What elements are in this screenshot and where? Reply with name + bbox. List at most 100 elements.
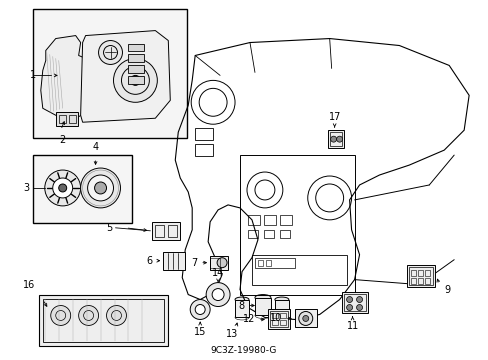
Text: 9C3Z-19980-G: 9C3Z-19980-G — [210, 346, 277, 355]
Bar — [128, 44, 144, 51]
Bar — [294, 310, 316, 328]
Text: 6: 6 — [146, 256, 152, 266]
Ellipse shape — [254, 294, 270, 301]
Text: 4: 4 — [92, 142, 99, 152]
Bar — [267, 310, 289, 329]
Circle shape — [94, 182, 106, 194]
Text: 1: 1 — [30, 71, 36, 80]
Bar — [329, 132, 341, 146]
Bar — [56, 112, 78, 126]
Circle shape — [212, 289, 224, 301]
Bar — [128, 66, 144, 73]
Bar — [39, 294, 168, 346]
Bar — [195, 128, 213, 140]
Bar — [155, 225, 164, 237]
Circle shape — [87, 175, 113, 201]
Text: 8: 8 — [237, 301, 244, 311]
Text: 11: 11 — [346, 321, 358, 332]
Circle shape — [106, 306, 126, 325]
Circle shape — [99, 41, 122, 64]
Text: 2: 2 — [60, 135, 66, 145]
Bar — [163, 252, 185, 270]
Bar — [410, 270, 415, 276]
Polygon shape — [81, 31, 170, 122]
Bar — [168, 225, 177, 237]
Bar — [235, 300, 248, 318]
Bar — [152, 222, 180, 240]
Ellipse shape — [235, 297, 248, 302]
Bar — [407, 265, 434, 287]
Bar — [279, 230, 289, 238]
Circle shape — [356, 305, 362, 310]
Bar — [341, 292, 367, 314]
Bar — [425, 270, 429, 276]
Bar — [327, 130, 343, 148]
Circle shape — [45, 170, 81, 206]
Circle shape — [53, 178, 73, 198]
Bar — [279, 215, 291, 225]
Circle shape — [346, 305, 352, 310]
Text: 10: 10 — [269, 314, 281, 324]
Bar — [425, 278, 429, 284]
Text: 17: 17 — [328, 112, 340, 122]
Circle shape — [302, 315, 308, 321]
Bar — [274, 300, 288, 314]
Circle shape — [298, 311, 312, 325]
Bar — [410, 278, 415, 284]
Bar — [33, 155, 132, 223]
Bar — [247, 230, 258, 238]
Circle shape — [356, 297, 362, 302]
Circle shape — [330, 136, 336, 142]
Bar — [417, 270, 423, 276]
Polygon shape — [41, 36, 90, 118]
Bar — [195, 144, 213, 156]
Text: 5: 5 — [106, 223, 112, 233]
Circle shape — [79, 306, 99, 325]
Bar — [269, 311, 287, 328]
Bar — [279, 314, 285, 319]
Bar — [271, 314, 277, 319]
Bar — [128, 76, 144, 84]
Circle shape — [190, 300, 210, 319]
Bar — [42, 298, 164, 342]
Bar — [240, 155, 354, 294]
Text: 15: 15 — [194, 328, 206, 337]
Bar — [254, 258, 294, 268]
Bar — [68, 115, 76, 123]
Bar — [417, 278, 423, 284]
Circle shape — [206, 283, 229, 306]
Bar — [251, 255, 346, 285]
Bar — [210, 256, 227, 270]
Circle shape — [336, 136, 342, 142]
Bar — [271, 320, 277, 325]
Text: 16: 16 — [22, 280, 35, 289]
Text: 3: 3 — [23, 183, 30, 193]
Text: 12: 12 — [242, 314, 254, 324]
Bar — [258, 260, 263, 266]
Circle shape — [217, 258, 226, 268]
Bar — [254, 298, 270, 315]
Circle shape — [51, 306, 71, 325]
Bar — [408, 267, 432, 285]
Text: 13: 13 — [225, 329, 238, 339]
Circle shape — [195, 305, 205, 315]
Bar — [33, 9, 187, 138]
Circle shape — [113, 58, 157, 102]
Circle shape — [346, 297, 352, 302]
Ellipse shape — [274, 297, 288, 302]
Bar — [247, 215, 260, 225]
Text: 7: 7 — [190, 258, 197, 268]
Bar — [128, 54, 144, 62]
Text: 14: 14 — [211, 267, 224, 278]
Text: 9: 9 — [443, 284, 449, 294]
Bar — [343, 293, 365, 311]
Bar — [264, 215, 275, 225]
Bar — [210, 258, 220, 268]
Bar — [264, 230, 273, 238]
Bar — [59, 115, 65, 123]
Circle shape — [130, 75, 140, 85]
Circle shape — [59, 184, 66, 192]
Circle shape — [81, 168, 120, 208]
Bar — [279, 320, 285, 325]
Bar — [265, 260, 270, 266]
